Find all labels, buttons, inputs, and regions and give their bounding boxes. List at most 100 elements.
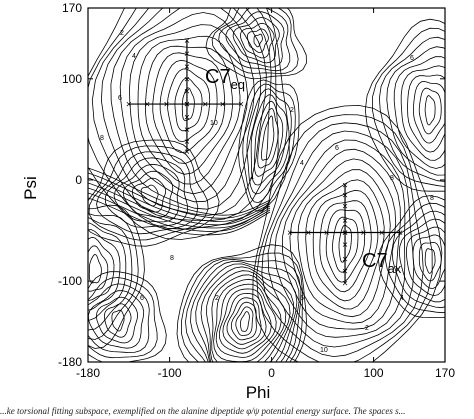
contour-line [88, 192, 271, 232]
scan-point-marker: × [342, 240, 348, 251]
scan-point-marker: × [342, 216, 348, 227]
contour-line [250, 94, 288, 186]
contour-line [211, 8, 299, 74]
scan-point-marker: × [238, 100, 244, 111]
x-tick-label: 100 [364, 366, 384, 380]
scan-point-marker: × [305, 228, 311, 239]
contour-line [137, 35, 241, 185]
contour-line [371, 27, 445, 187]
contour-value-label: 2 [365, 325, 369, 332]
scan-point-marker: × [184, 125, 190, 136]
contour-line [195, 263, 298, 362]
contour-line [88, 271, 167, 362]
scan-point-marker: × [126, 100, 132, 111]
scan-point-marker: × [379, 228, 385, 239]
y-tick-label: -100 [58, 274, 82, 288]
contour-value-label: 8 [430, 195, 434, 202]
contour-line [88, 197, 271, 236]
x-tick-label: 170 [435, 366, 455, 380]
contour-line [246, 88, 292, 195]
contour-line [418, 241, 442, 282]
scan-point-marker: × [184, 137, 190, 148]
contour-value-label: 8 [170, 255, 174, 262]
contour-line [213, 278, 282, 362]
scan-point-marker: × [184, 36, 190, 47]
contour-line [424, 95, 436, 126]
scan-point-marker: × [342, 228, 348, 239]
contour-line [256, 114, 433, 362]
contour-line [88, 187, 271, 229]
contour-line [407, 74, 445, 153]
plot-frame [87, 7, 446, 363]
contour-line [282, 148, 401, 330]
contour-line [206, 270, 291, 362]
scan-point-marker: × [342, 266, 348, 277]
contour-line [412, 234, 445, 289]
contour-line [111, 309, 125, 332]
contour-line [88, 8, 290, 240]
contour-line [215, 283, 277, 358]
scan-point-marker: × [184, 74, 190, 85]
contour-line [400, 65, 445, 161]
contour-line [95, 296, 139, 344]
contour-line [232, 17, 280, 64]
contour-line [393, 56, 445, 169]
contour-line [88, 222, 127, 321]
contour-value-label: 10 [320, 347, 328, 354]
scan-point-marker: × [360, 228, 366, 239]
scan-point-marker: × [184, 100, 190, 111]
c7eq-label: C7eq [205, 66, 245, 92]
contour-line [100, 8, 267, 216]
contour-line [253, 100, 284, 177]
contour-value-label: 2 [120, 30, 124, 37]
contour-line [190, 260, 300, 362]
contour-line [412, 81, 445, 144]
contour-line [424, 248, 436, 274]
contour-value-label: 2 [215, 295, 219, 302]
contour-line [88, 139, 220, 247]
contour-line [211, 274, 287, 362]
contour-line [378, 195, 445, 319]
contour-line [88, 172, 271, 219]
contour-line [332, 216, 359, 273]
contour-value-label: 6 [335, 145, 339, 152]
contour-line [242, 83, 296, 204]
contour-line [96, 151, 199, 235]
contour-line [338, 224, 352, 263]
contour-line [398, 218, 445, 303]
contour-line [312, 189, 379, 302]
contour-line [145, 45, 233, 175]
x-tick-label: 0 [268, 366, 275, 380]
contour-value-label: 8 [100, 135, 104, 142]
contour-value-label: 10 [210, 120, 218, 127]
contour-line [131, 177, 166, 213]
contour-line [406, 226, 445, 297]
axes: -180 -100 0 100 170 170 100 0 -100 -180 [58, 1, 455, 380]
contour-line [319, 200, 372, 293]
contour-line [239, 22, 275, 59]
scan-point-marker: × [202, 100, 208, 111]
contour-value-label: 6 [410, 55, 414, 62]
contour-line [289, 158, 397, 324]
contour-line [297, 169, 391, 318]
contour-value-label: 4 [400, 295, 404, 302]
contour-line [235, 306, 254, 336]
contour-line [252, 104, 443, 362]
contour-line [88, 277, 158, 359]
contour-line [218, 8, 291, 72]
scan-point-marker: × [397, 228, 403, 239]
x-tick-label: -100 [158, 366, 182, 380]
scan-point-marker: × [342, 254, 348, 265]
scan-point-marker: × [287, 228, 293, 239]
contour-line [222, 292, 267, 350]
contour-line [274, 139, 406, 338]
contour-line [325, 209, 366, 283]
scan-point-marker: × [164, 100, 170, 111]
y-axis-label: Psi [21, 176, 40, 200]
scan-point-marker: × [342, 279, 348, 290]
contour-line [110, 8, 261, 210]
contour-line [261, 115, 275, 161]
contour-line [88, 245, 109, 292]
contour-line [181, 87, 195, 122]
contour-line [257, 107, 279, 169]
